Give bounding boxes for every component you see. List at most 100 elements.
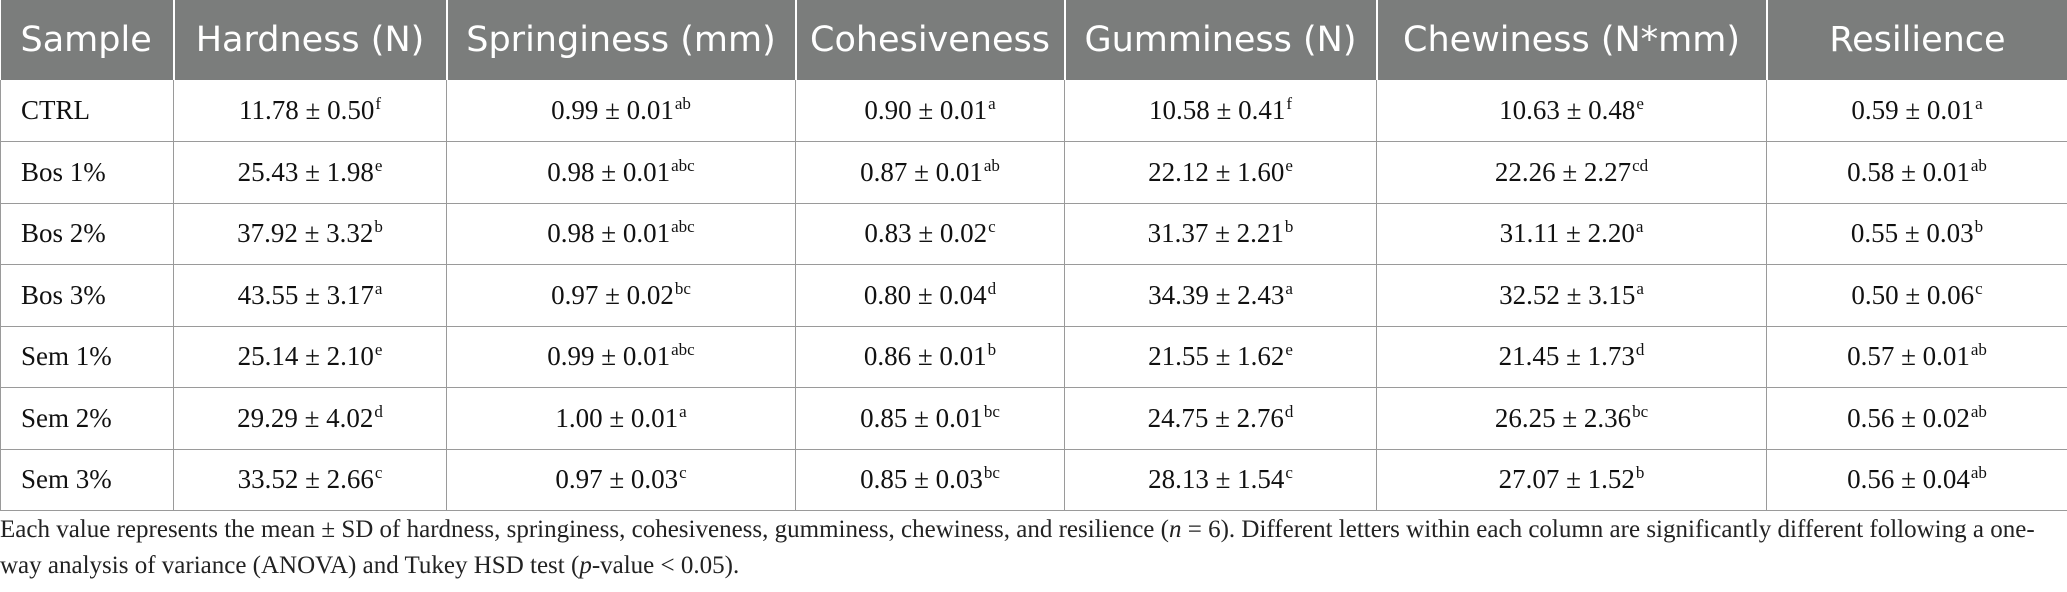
significance-letter: b [987,340,997,360]
cell-value: 34.39 ± 2.43 [1148,279,1285,310]
significance-letter: ab [1970,401,1987,421]
table-row: Sem 3% 33.52 ± 2.66c 0.97 ± 0.03c 0.85 ± 0.… [0,449,2067,511]
cell-value: 21.55 ± 1.62 [1148,341,1285,372]
chewiness-cell: 26.25 ± 2.36bc [1376,387,1767,450]
significance-letter: b [1284,217,1294,237]
gumminess-cell: 31.37 ± 2.21b [1064,203,1377,265]
significance-letter: c [1975,278,1983,298]
significance-letter: b [1974,217,1984,237]
resilience-cell: 0.57 ± 0.01ab [1766,326,2067,388]
cohesiveness-cell: 0.83 ± 0.02c [795,203,1065,265]
significance-letter: a [374,278,383,298]
cell-value: 1.00 ± 0.01 [555,402,679,433]
chewiness-cell: 27.07 ± 1.52b [1376,449,1767,511]
chewiness-cell: 10.63 ± 0.48e [1376,80,1767,142]
table-row: Sem 2% 29.29 ± 4.02d 1.00 ± 0.01a 0.85 ± 0.… [0,387,2067,450]
significance-letter: a [988,94,996,113]
table-footnote: Each value represents the mean ± SD of h… [0,512,2040,584]
table-row: Bos 2% 37.92 ± 3.32b 0.98 ± 0.01abc 0.83 ± … [0,203,2067,265]
chewiness-cell: 22.26 ± 2.27cd [1376,141,1767,204]
cell-value: 0.99 ± 0.01 [551,95,674,125]
significance-letter: abc [671,340,695,360]
hardness-cell: 25.14 ± 2.10e [173,326,447,388]
springiness-cell: 0.97 ± 0.03c [446,449,796,511]
sample-cell: Bos 3% [0,264,174,327]
significance-letter: ab [1970,463,1987,483]
hardness-cell: 33.52 ± 2.66c [173,449,447,511]
sample-cell: Sem 3% [0,449,174,511]
significance-letter: d [987,278,997,298]
significance-letter: e [374,155,383,175]
significance-letter: ab [1970,155,1987,175]
cell-value: 0.98 ± 0.01 [547,218,671,249]
cell-value: 22.12 ± 1.60 [1148,156,1285,187]
cohesiveness-cell: 0.90 ± 0.01a [795,80,1065,142]
gumminess-cell: 21.55 ± 1.62e [1064,326,1377,388]
cell-value: 25.14 ± 2.10 [237,341,374,372]
significance-letter: c [988,217,996,237]
significance-letter: c [1285,463,1293,483]
cell-value: 22.26 ± 2.27 [1494,156,1632,187]
cell-value: 43.55 ± 3.17 [237,279,374,310]
significance-letter: a [1635,217,1644,237]
resilience-cell: 0.58 ± 0.01ab [1766,141,2067,204]
significance-letter: e [374,340,383,360]
significance-letter: a [1636,278,1644,298]
gumminess-cell: 22.12 ± 1.60e [1064,141,1377,204]
cell-value: 0.99 ± 0.01 [547,341,671,372]
cell-value: 0.97 ± 0.02 [551,279,674,310]
sample-cell: Bos 1% [0,141,174,204]
cell-value: 11.78 ± 0.50 [239,95,375,125]
cell-value: 0.90 ± 0.01 [864,95,988,125]
significance-letter: ab [983,155,1000,175]
significance-letter: e [1636,94,1644,113]
column-header-chewiness: Chewiness (N*mm) [1375,0,1767,80]
cell-value: 0.83 ± 0.02 [864,218,988,249]
significance-letter: a [1285,278,1293,298]
footnote-part1: Each value represents the mean ± SD of h… [0,516,1169,543]
cell-value: 0.87 ± 0.01 [860,156,983,187]
sample-cell: Sem 2% [0,387,174,450]
column-header-sample: Sample [0,0,174,80]
significance-letter: abc [671,217,695,237]
cohesiveness-cell: 0.85 ± 0.03bc [795,449,1065,511]
chewiness-cell: 32.52 ± 3.15a [1376,264,1767,327]
footnote-part3: -value < 0.05). [591,552,740,579]
cell-value: 0.50 ± 0.06 [1851,279,1975,310]
springiness-cell: 0.99 ± 0.01ab [446,80,796,142]
cell-value: 32.52 ± 3.15 [1499,279,1636,310]
significance-letter: cd [1632,155,1649,175]
significance-letter: d [374,401,383,421]
cell-value: 0.97 ± 0.03 [555,464,679,495]
springiness-cell: 0.99 ± 0.01abc [446,326,796,388]
resilience-cell: 0.59 ± 0.01a [1766,80,2067,142]
sample-cell: Sem 1% [0,326,174,388]
cell-value: 33.52 ± 2.66 [237,464,374,495]
results-table-container: Sample Hardness (N) Springiness (mm) Coh… [0,0,2067,511]
cell-value: 0.86 ± 0.01 [863,341,987,372]
hardness-cell: 43.55 ± 3.17a [173,264,447,327]
springiness-cell: 0.98 ± 0.01abc [446,203,796,265]
cohesiveness-cell: 0.85 ± 0.01bc [795,387,1065,450]
significance-letter: ab [1970,340,1987,360]
footnote-p-symbol: p [579,552,592,579]
significance-letter: ab [674,94,691,113]
significance-letter: f [375,94,381,113]
resilience-cell: 0.56 ± 0.04ab [1766,449,2067,511]
cell-value: 37.92 ± 3.32 [237,218,374,249]
column-header-cohesiveness: Cohesiveness [794,0,1065,80]
significance-letter: bc [983,463,1000,483]
cell-value: 10.63 ± 0.48 [1499,95,1636,125]
footnote-n-symbol: n [1168,516,1182,543]
cell-value: 0.55 ± 0.03 [1850,218,1974,249]
chewiness-cell: 21.45 ± 1.73d [1376,326,1767,388]
sample-cell: CTRL [0,80,174,142]
springiness-cell: 1.00 ± 0.01a [446,387,796,450]
cell-value: 0.59 ± 0.01 [1851,95,1975,125]
gumminess-cell: 24.75 ± 2.76d [1064,387,1377,450]
cell-value: 0.57 ± 0.01 [1847,341,1970,372]
cell-value: 31.37 ± 2.21 [1147,218,1284,249]
springiness-cell: 0.97 ± 0.02bc [446,264,796,327]
footnote-part2: = 6). Different letters within each colu… [0,516,2035,579]
cell-value: 27.07 ± 1.52 [1498,464,1635,495]
